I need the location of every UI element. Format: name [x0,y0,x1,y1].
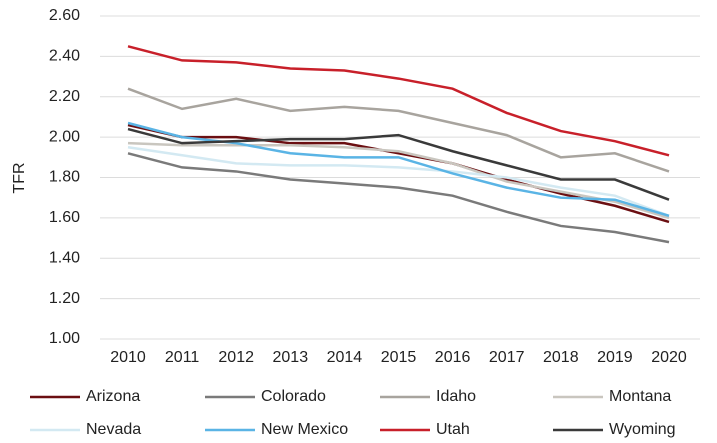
x-tick-label: 2019 [597,349,633,366]
legend-label: New Mexico [261,421,348,438]
series-line [127,145,670,218]
x-tick-label: 2012 [218,349,254,366]
legend-label: Nevada [86,421,141,438]
y-tick-label: 2.00 [49,128,80,145]
series-line [127,152,670,244]
series-line [127,45,670,157]
x-tick-label: 2010 [110,349,146,366]
y-tick-label: 2.60 [49,7,80,24]
series-line [127,127,670,201]
y-tick-label: 1.20 [49,290,80,307]
x-tick-label: 2020 [651,349,687,366]
x-tick-label: 2011 [165,349,200,366]
legend-label: Colorado [261,388,326,405]
x-tick-label: 2014 [327,349,363,366]
series-line [127,141,670,220]
y-tick-label: 2.20 [49,88,80,105]
x-tick-label: 2017 [489,349,525,366]
y-tick-label: 2.40 [49,48,80,65]
legend-label: Wyoming [609,421,676,438]
x-tick-label: 2015 [381,349,417,366]
x-tick-label: 2013 [273,349,309,366]
y-tick-label: 1.80 [49,169,80,186]
y-axis-label: TFR [11,162,28,193]
x-tick-label: 2018 [543,349,579,366]
legend-label: Utah [436,421,470,438]
y-tick-label: 1.60 [49,209,80,226]
x-tick-label: 2016 [435,349,471,366]
legend-label: Arizona [86,388,140,405]
y-tick-label: 1.40 [49,249,80,266]
legend-label: Idaho [436,388,476,405]
y-tick-label: 1.00 [49,330,80,347]
legend-label: Montana [609,388,671,405]
series-line [127,87,670,173]
